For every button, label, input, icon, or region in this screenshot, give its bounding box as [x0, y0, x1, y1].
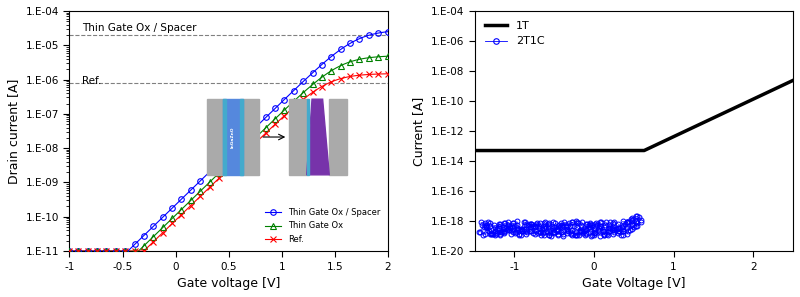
- Legend: 1T, 2T1C: 1T, 2T1C: [480, 17, 549, 51]
- Legend: Thin Gate Ox / Spacer, Thin Gate Ox, Ref.: Thin Gate Ox / Spacer, Thin Gate Ox, Ref…: [262, 205, 384, 247]
- Text: Ref.: Ref.: [82, 76, 102, 86]
- X-axis label: Gate voltage [V]: Gate voltage [V]: [177, 277, 280, 290]
- Y-axis label: Drain current [A]: Drain current [A]: [7, 78, 20, 184]
- X-axis label: Gate Voltage [V]: Gate Voltage [V]: [582, 277, 686, 290]
- Y-axis label: Current [A]: Current [A]: [412, 97, 425, 166]
- Text: Thin Gate Ox / Spacer: Thin Gate Ox / Spacer: [82, 23, 197, 33]
